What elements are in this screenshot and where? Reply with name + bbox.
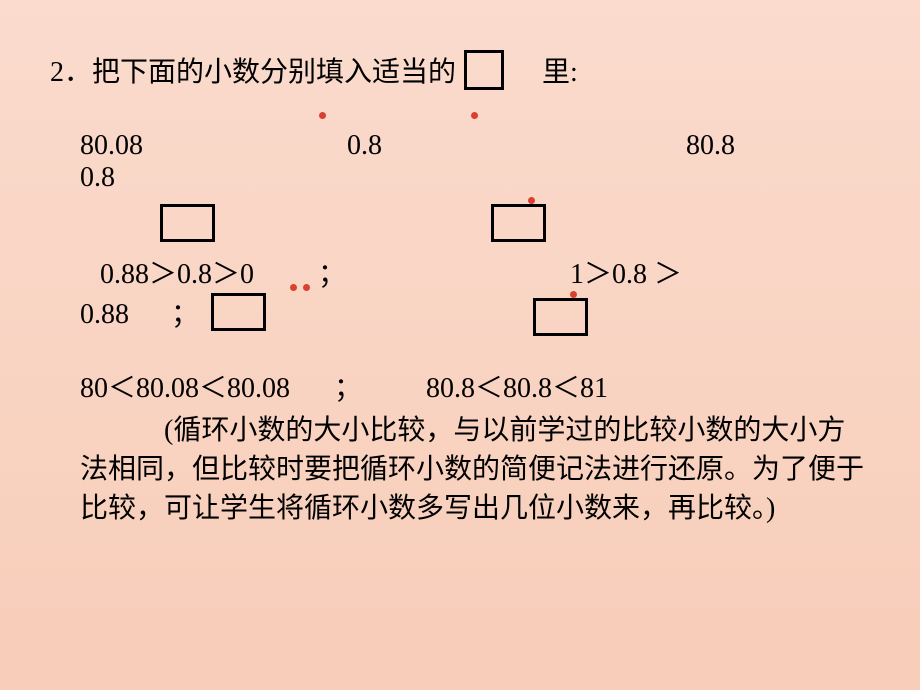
answer-box-1: [160, 204, 215, 242]
comp3-sep: ；: [334, 373, 362, 404]
comp1-sep: ；: [318, 259, 346, 290]
number-4: 0.8: [80, 162, 115, 193]
blank-box-icon: [464, 50, 504, 90]
comp1-part1: 0.88＞0.8＞0: [100, 259, 254, 290]
answer-box-2: [491, 204, 546, 242]
slide-content: 2．把下面的小数分别填入适当的 里: 80.08 0.8 80.8 0.8 0.…: [0, 0, 920, 528]
repeating-dot-icon: [319, 112, 326, 119]
repeating-dots-icon: [290, 284, 310, 291]
comp2-part1: 0.88: [80, 299, 129, 330]
answer-box-3: [211, 293, 266, 331]
numbers-row-1: 80.08 0.8 80.8: [80, 130, 870, 162]
repeating-dot-icon: [570, 291, 577, 298]
repeating-dot-icon: [528, 197, 535, 204]
answer-box-4: [533, 298, 588, 336]
number-1: 80.08: [80, 130, 143, 162]
comparison-row-1: 0.88＞0.8＞0 ； 1＞0.8 ＞: [100, 252, 870, 292]
comp3-part1: 80＜80.08＜80.08: [80, 373, 290, 404]
comp3-part2: 80.8＜80.8＜81: [426, 373, 608, 404]
question-title: 2．把下面的小数分别填入适当的 里:: [50, 50, 870, 90]
title-part1: 2．把下面的小数分别填入适当的: [50, 50, 456, 90]
comp1-part2: 1＞0.8 ＞: [570, 259, 682, 290]
answer-boxes-row: [160, 204, 870, 247]
number-2: 0.8: [347, 130, 382, 162]
comparison-row-2: 0.88 ；: [80, 292, 870, 336]
title-part2: 里:: [542, 50, 578, 90]
comparison-row-3: 80＜80.08＜80.08 ； 80.8＜80.8＜81: [80, 366, 870, 406]
repeating-dot-icon: [471, 112, 478, 119]
number-3: 80.8: [686, 130, 735, 162]
explanation-text: (循环小数的大小比较，与以前学过的比较小数的大小方法相同，但比较时要把循环小数的…: [80, 411, 870, 529]
comp2-sep: ；: [171, 299, 199, 330]
numbers-row-2: 0.8: [80, 162, 870, 194]
